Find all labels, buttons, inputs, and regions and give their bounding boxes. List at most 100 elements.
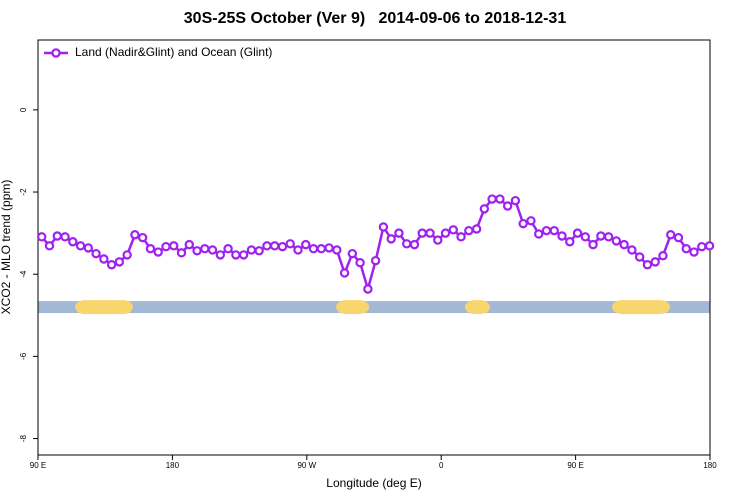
data-point [433, 235, 443, 245]
data-point [106, 260, 117, 270]
legend-marker [51, 48, 61, 58]
data-point [269, 241, 280, 251]
x-tick-label: 90 W [297, 461, 316, 470]
data-point [200, 244, 210, 254]
data-point [417, 228, 427, 238]
data-point [231, 250, 241, 260]
data-point [37, 232, 47, 242]
ocean-band [38, 301, 710, 314]
data-point [697, 241, 707, 252]
legend-label: Land (Nadir&Glint) and Ocean (Glint) [75, 45, 272, 59]
data-point [122, 250, 132, 260]
data-point [223, 244, 233, 254]
data-point [145, 244, 156, 254]
data-point [619, 239, 629, 250]
y-tick-label: -4 [19, 270, 28, 278]
data-point [137, 232, 148, 243]
data-point [192, 246, 202, 256]
data-point [394, 228, 404, 238]
data-point [347, 248, 358, 259]
data-point [293, 245, 303, 255]
data-point [611, 236, 622, 246]
data-point [339, 268, 350, 278]
data-point [207, 245, 218, 255]
data-point [634, 252, 645, 262]
data-point [580, 232, 591, 242]
data-point [572, 228, 583, 238]
data-point [588, 239, 598, 250]
data-point [541, 225, 552, 236]
data-point [642, 260, 653, 270]
plot-frame [37, 39, 711, 456]
data-point [456, 232, 466, 242]
data-point [386, 234, 396, 244]
data-line [40, 197, 710, 294]
land-segment [612, 300, 670, 315]
data-point [502, 201, 513, 211]
data-point [518, 218, 528, 229]
x-axis-label: Longitude (deg E) [326, 476, 421, 490]
data-point [378, 222, 389, 232]
data-point [277, 241, 288, 252]
data-point [534, 229, 544, 239]
x-tick-label: 180 [166, 461, 180, 470]
data-point [176, 248, 187, 258]
data-point [60, 232, 70, 242]
data-point [169, 241, 179, 251]
data-point [324, 243, 334, 253]
data-point [549, 225, 559, 236]
chart-title: 30S-25S October (Ver 9) 2014-09-06 to 20… [184, 10, 567, 27]
data-point [130, 230, 140, 240]
data-point [487, 194, 497, 204]
data-point [471, 224, 482, 234]
y-axis-label: XCO2 - MLO trend (ppm) [0, 180, 13, 315]
data-point [440, 228, 451, 238]
data-point [363, 284, 373, 294]
data-point [254, 246, 264, 256]
data-point [370, 255, 381, 266]
land-segment [75, 300, 133, 315]
data-point [603, 232, 614, 242]
y-tick-label: 0 [19, 107, 28, 112]
data-point [666, 230, 676, 240]
data-point [448, 225, 458, 235]
data-point [681, 244, 691, 254]
data-point [409, 239, 420, 250]
data-point [425, 228, 435, 238]
y-tick-label: -6 [19, 352, 28, 360]
data-point [526, 216, 536, 226]
data-point [479, 204, 490, 214]
data-point [650, 257, 660, 267]
land-segment [464, 300, 491, 315]
data-point [153, 247, 163, 257]
data-point [301, 239, 311, 250]
data-point [75, 241, 86, 251]
data-point [184, 239, 194, 250]
data-point [91, 248, 101, 259]
data-point [627, 245, 637, 255]
data-point [83, 243, 94, 253]
data-point [215, 250, 226, 260]
data-point [332, 245, 342, 255]
data-point [114, 257, 125, 267]
data-point [52, 231, 62, 241]
data-point [246, 245, 257, 255]
data-point [161, 241, 171, 252]
y-tick-label: -2 [19, 188, 28, 196]
data-point [495, 194, 505, 204]
data-point [658, 251, 668, 261]
data-point [565, 237, 575, 247]
data-point [316, 244, 326, 254]
data-point [355, 258, 365, 268]
x-tick-label: 90 E [567, 461, 583, 470]
data-point [464, 225, 474, 236]
data-point [510, 195, 521, 206]
data-point [44, 241, 55, 251]
data-point [308, 244, 319, 254]
data-point [689, 247, 699, 257]
data-point [262, 241, 272, 251]
data-point [285, 239, 295, 249]
data-point [557, 231, 567, 241]
data-point [99, 254, 109, 264]
